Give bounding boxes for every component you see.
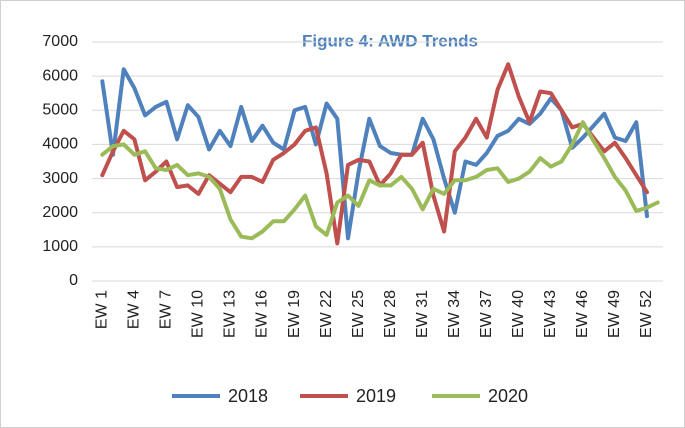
y-tick-label: 1000 bbox=[42, 238, 78, 255]
x-tick-label: EW 10 bbox=[190, 290, 207, 338]
x-tick-label: EW 22 bbox=[318, 290, 335, 338]
legend-label: 2019 bbox=[356, 386, 396, 406]
y-tick-label: 4000 bbox=[42, 136, 78, 153]
y-tick-label: 3000 bbox=[42, 170, 78, 187]
x-tick-label: EW 40 bbox=[510, 290, 527, 338]
x-tick-label: EW 13 bbox=[222, 290, 239, 338]
y-tick-label: 2000 bbox=[42, 204, 78, 221]
series-line bbox=[100, 120, 660, 241]
y-tick-label: 5000 bbox=[42, 102, 78, 119]
x-tick-label: EW 25 bbox=[350, 290, 367, 338]
y-tick-label: 6000 bbox=[42, 67, 78, 84]
chart-title: Figure 4: AWD Trends bbox=[302, 31, 478, 50]
x-tick-label: EW 1 bbox=[94, 290, 111, 329]
x-tick-label: EW 31 bbox=[414, 290, 431, 338]
series-line bbox=[100, 62, 649, 246]
x-tick-label: EW 16 bbox=[254, 290, 271, 338]
x-tick-label: EW 46 bbox=[574, 290, 591, 338]
x-tick-label: EW 37 bbox=[478, 290, 495, 338]
x-tick-label: EW 19 bbox=[286, 290, 303, 338]
x-tick-label: EW 34 bbox=[446, 290, 463, 338]
x-tick-label: EW 52 bbox=[638, 290, 655, 338]
x-tick-label: EW 49 bbox=[606, 290, 623, 338]
x-tick-label: EW 4 bbox=[126, 290, 143, 329]
x-tick-label: EW 7 bbox=[158, 290, 175, 329]
legend-label: 2020 bbox=[488, 386, 528, 406]
x-tick-label: EW 28 bbox=[382, 290, 399, 338]
x-tick-label: EW 43 bbox=[542, 290, 559, 338]
legend-label: 2018 bbox=[228, 386, 268, 406]
y-tick-label: 7000 bbox=[42, 33, 78, 50]
y-tick-label: 0 bbox=[69, 272, 78, 289]
